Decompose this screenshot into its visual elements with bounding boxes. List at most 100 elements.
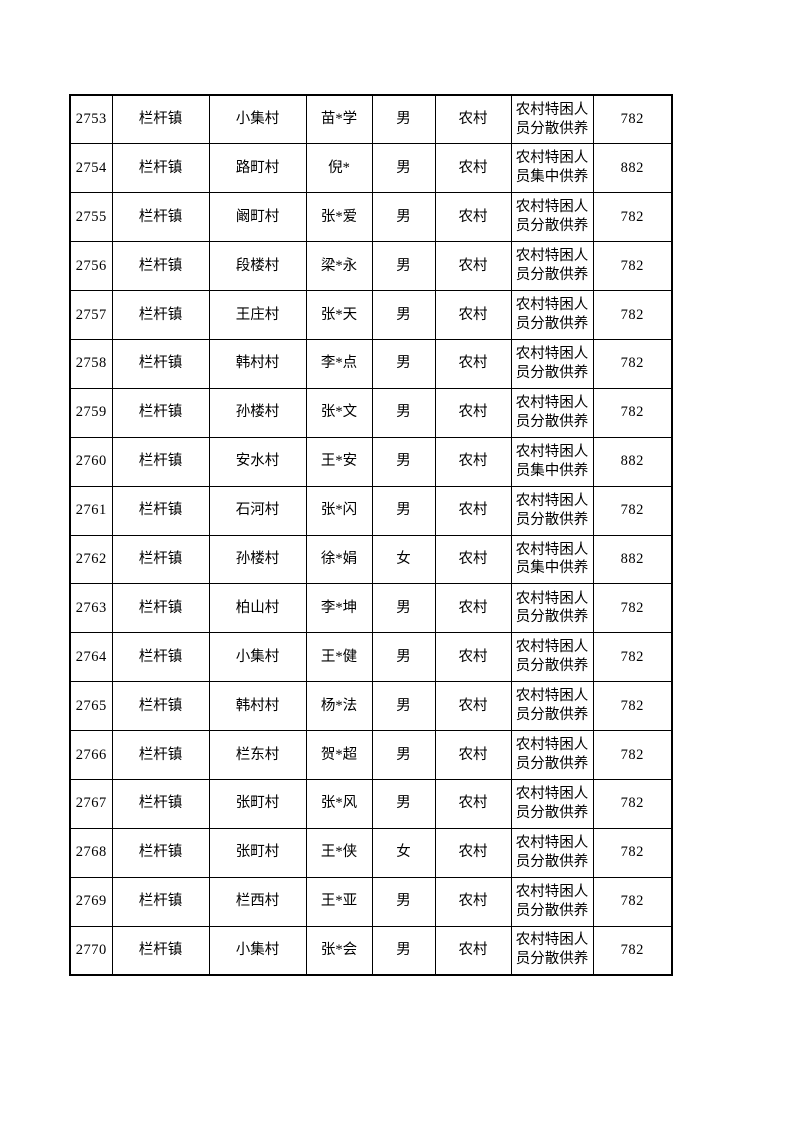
cell-support-type: 农村特困人员分散供养 xyxy=(510,192,594,243)
cell-person-name: 李*点 xyxy=(305,338,373,389)
cell-gender: 男 xyxy=(371,583,436,634)
table-row: 2764 栏杆镇 小集村 王*健男农村 农村特困人员分散供养 782 xyxy=(69,632,673,683)
cell-person-name: 张*爱 xyxy=(305,192,373,243)
cell-gender: 男 xyxy=(371,730,436,780)
cell-amount: 882 xyxy=(592,436,673,487)
cell-village: 孙楼村 xyxy=(208,387,307,438)
cell-support-type: 农村特困人员分散供养 xyxy=(510,925,594,976)
table-row: 2759 栏杆镇 孙楼村 张*文男农村 农村特困人员分散供养 782 xyxy=(69,387,673,438)
cell-amount: 782 xyxy=(592,827,673,878)
cell-sequence-number: 2754 xyxy=(69,143,113,194)
cell-amount: 782 xyxy=(592,730,673,780)
cell-gender: 女 xyxy=(371,827,436,878)
cell-gender: 男 xyxy=(371,94,436,145)
table-row: 2770 栏杆镇 小集村 张*会男农村 农村特困人员分散供养 782 xyxy=(69,925,673,976)
table-row: 2769 栏杆镇 栏西村 王*亚男农村 农村特困人员分散供养 782 xyxy=(69,876,673,927)
cell-support-type: 农村特困人员分散供养 xyxy=(510,583,594,634)
cell-area-type: 农村 xyxy=(434,290,512,340)
cell-area-type: 农村 xyxy=(434,876,512,927)
cell-area-type: 农村 xyxy=(434,730,512,780)
cell-area-type: 农村 xyxy=(434,436,512,487)
cell-person-name: 李*坤 xyxy=(305,583,373,634)
cell-person-name: 苗*学 xyxy=(305,94,373,145)
cell-gender: 男 xyxy=(371,338,436,389)
cell-area-type: 农村 xyxy=(434,681,512,732)
cell-amount: 782 xyxy=(592,876,673,927)
cell-person-name: 张*文 xyxy=(305,387,373,438)
cell-village: 孙楼村 xyxy=(208,534,307,585)
cell-village: 路町村 xyxy=(208,143,307,194)
cell-support-type: 农村特困人员分散供养 xyxy=(510,290,594,340)
cell-amount: 782 xyxy=(592,290,673,340)
cell-sequence-number: 2767 xyxy=(69,778,113,829)
cell-town: 栏杆镇 xyxy=(111,827,210,878)
cell-village: 张町村 xyxy=(208,778,307,829)
table-row: 2762 栏杆镇 孙楼村 徐*娟女农村 农村特困人员集中供养 882 xyxy=(69,534,673,585)
cell-amount: 782 xyxy=(592,94,673,145)
table-row: 2757 栏杆镇 王庄村 张*天男农村 农村特困人员分散供养 782 xyxy=(69,290,673,340)
cell-town: 栏杆镇 xyxy=(111,436,210,487)
cell-sequence-number: 2768 xyxy=(69,827,113,878)
cell-town: 栏杆镇 xyxy=(111,925,210,976)
roster-table: 2753 栏杆镇 小集村 苗*学男农村 农村特困人员分散供养 782 2754 栏杆镇 路町村倪… xyxy=(69,94,673,977)
cell-gender: 男 xyxy=(371,876,436,927)
cell-town: 栏杆镇 xyxy=(111,632,210,683)
cell-gender: 男 xyxy=(371,632,436,683)
cell-support-type: 农村特困人员分散供养 xyxy=(510,387,594,438)
cell-gender: 男 xyxy=(371,681,436,732)
cell-village: 韩村村 xyxy=(208,338,307,389)
cell-gender: 男 xyxy=(371,925,436,976)
cell-area-type: 农村 xyxy=(434,827,512,878)
cell-area-type: 农村 xyxy=(434,192,512,243)
cell-amount: 782 xyxy=(592,387,673,438)
cell-area-type: 农村 xyxy=(434,338,512,389)
cell-area-type: 农村 xyxy=(434,241,512,292)
cell-village: 石河村 xyxy=(208,485,307,536)
cell-village: 柏山村 xyxy=(208,583,307,634)
cell-support-type: 农村特困人员集中供养 xyxy=(510,534,594,585)
cell-village: 王庄村 xyxy=(208,290,307,340)
table-row: 2760 栏杆镇 安水村 王*安男农村 农村特困人员集中供养 882 xyxy=(69,436,673,487)
cell-gender: 男 xyxy=(371,485,436,536)
cell-sequence-number: 2770 xyxy=(69,925,113,976)
cell-gender: 女 xyxy=(371,534,436,585)
cell-sequence-number: 2756 xyxy=(69,241,113,292)
cell-person-name: 张*会 xyxy=(305,925,373,976)
cell-person-name: 杨*法 xyxy=(305,681,373,732)
cell-gender: 男 xyxy=(371,241,436,292)
cell-sequence-number: 2759 xyxy=(69,387,113,438)
cell-area-type: 农村 xyxy=(434,534,512,585)
cell-person-name: 王*安 xyxy=(305,436,373,487)
cell-area-type: 农村 xyxy=(434,778,512,829)
cell-amount: 782 xyxy=(592,925,673,976)
cell-person-name: 王*健 xyxy=(305,632,373,683)
table-row: 2766 栏杆镇 栏东村 贺*超男农村 农村特困人员分散供养 782 xyxy=(69,730,673,780)
cell-gender: 男 xyxy=(371,290,436,340)
cell-sequence-number: 2765 xyxy=(69,681,113,732)
cell-support-type: 农村特困人员分散供养 xyxy=(510,876,594,927)
cell-support-type: 农村特困人员分散供养 xyxy=(510,632,594,683)
table-row: 2767 栏杆镇 张町村 张*风男农村 农村特困人员分散供养 782 xyxy=(69,778,673,829)
cell-person-name: 张*闪 xyxy=(305,485,373,536)
cell-amount: 782 xyxy=(592,192,673,243)
cell-gender: 男 xyxy=(371,387,436,438)
table-row: 2761 栏杆镇 石河村 张*闪男农村 农村特困人员分散供养 782 xyxy=(69,485,673,536)
cell-amount: 782 xyxy=(592,632,673,683)
table-row: 2755 栏杆镇 阚町村 张*爱男农村 农村特困人员分散供养 782 xyxy=(69,192,673,243)
cell-amount: 882 xyxy=(592,534,673,585)
cell-sequence-number: 2760 xyxy=(69,436,113,487)
cell-town: 栏杆镇 xyxy=(111,730,210,780)
cell-area-type: 农村 xyxy=(434,143,512,194)
table-row: 2753 栏杆镇 小集村 苗*学男农村 农村特困人员分散供养 782 xyxy=(69,94,673,145)
cell-area-type: 农村 xyxy=(434,485,512,536)
table-body: 2753 栏杆镇 小集村 苗*学男农村 农村特困人员分散供养 782 2754 栏杆镇 路町村倪… xyxy=(69,94,673,976)
cell-town: 栏杆镇 xyxy=(111,583,210,634)
cell-sequence-number: 2758 xyxy=(69,338,113,389)
cell-person-name: 倪* xyxy=(305,143,373,194)
cell-sequence-number: 2764 xyxy=(69,632,113,683)
cell-town: 栏杆镇 xyxy=(111,290,210,340)
cell-gender: 男 xyxy=(371,436,436,487)
cell-person-name: 张*天 xyxy=(305,290,373,340)
cell-sequence-number: 2766 xyxy=(69,730,113,780)
